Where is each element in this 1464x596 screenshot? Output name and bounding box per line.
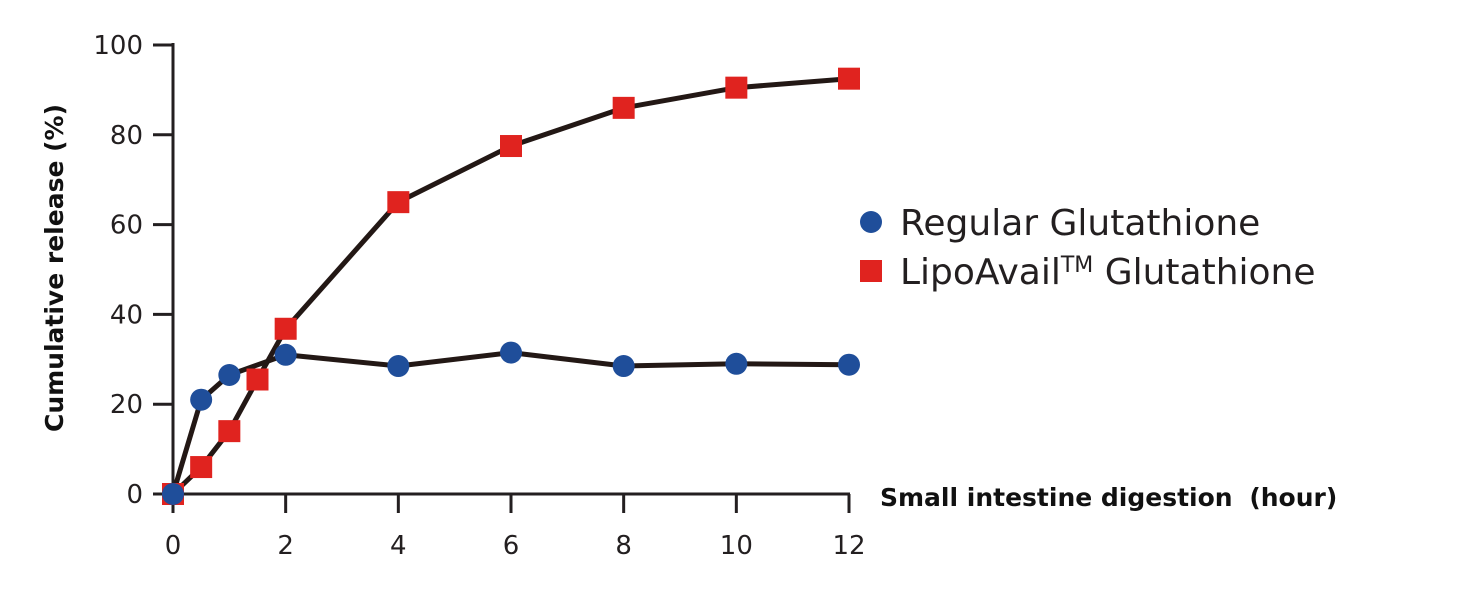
markers bbox=[162, 67, 860, 505]
data-point-regular bbox=[274, 343, 297, 366]
y-tick-label: 60 bbox=[110, 211, 143, 241]
data-point-lipoavail bbox=[387, 191, 410, 214]
data-point-lipoavail bbox=[612, 96, 635, 119]
x-axis-title: Small intestine digestion (hour) bbox=[880, 483, 1337, 512]
data-point-regular bbox=[190, 388, 213, 411]
data-point-lipoavail bbox=[838, 67, 860, 90]
y-tick-label: 0 bbox=[126, 480, 143, 510]
data-point-regular bbox=[612, 355, 635, 378]
data-point-lipoavail bbox=[218, 420, 241, 443]
x-tick-label: 8 bbox=[615, 531, 632, 561]
data-point-regular bbox=[838, 353, 860, 376]
data-point-regular bbox=[162, 483, 184, 505]
data-point-regular bbox=[500, 341, 522, 364]
data-point-regular bbox=[725, 352, 748, 375]
x-tick-label: 6 bbox=[503, 531, 520, 561]
x-tick-label: 12 bbox=[832, 531, 865, 561]
y-axis-title: Cumulative release (%) bbox=[40, 104, 69, 432]
x-tick-label: 2 bbox=[277, 531, 294, 561]
legend-label-trademark: TM bbox=[1060, 253, 1093, 278]
x-axis-title-unit: (hour) bbox=[1249, 483, 1337, 512]
series-line-lipoavail bbox=[170, 76, 852, 497]
x-tick-label: 10 bbox=[720, 531, 753, 561]
data-point-lipoavail bbox=[500, 135, 522, 158]
y-tick-label: 100 bbox=[93, 31, 143, 61]
legend: Regular Glutathione LipoAvailTM Glutathi… bbox=[860, 203, 1316, 293]
x-tick-label: 0 bbox=[165, 531, 182, 561]
data-point-regular bbox=[218, 364, 241, 387]
legend-marker-lipoavail bbox=[860, 260, 882, 282]
data-point-lipoavail bbox=[246, 368, 269, 391]
legend-label-regular: Regular Glutathione bbox=[900, 203, 1260, 244]
legend-label-lipoavail-tail: Glutathione bbox=[1093, 252, 1315, 293]
y-tick-label: 40 bbox=[110, 300, 143, 330]
legend-marker-regular bbox=[860, 211, 882, 233]
x-axis-title-main: Small intestine digestion bbox=[880, 483, 1233, 512]
series-line-regular bbox=[170, 350, 852, 497]
axes: 0 20 40 60 80 100 0 2 4 6 8 10 12 bbox=[93, 31, 865, 561]
data-point-regular bbox=[387, 355, 410, 378]
legend-label-lipoavail-name: LipoAvail bbox=[900, 252, 1061, 293]
y-tick-label: 20 bbox=[110, 390, 143, 420]
data-point-lipoavail bbox=[190, 456, 213, 479]
legend-label-lipoavail: LipoAvailTM Glutathione bbox=[900, 252, 1316, 293]
y-tick-label: 80 bbox=[110, 121, 143, 151]
data-point-lipoavail bbox=[725, 76, 748, 99]
x-tick-label: 4 bbox=[390, 531, 407, 561]
data-point-lipoavail bbox=[274, 317, 297, 340]
